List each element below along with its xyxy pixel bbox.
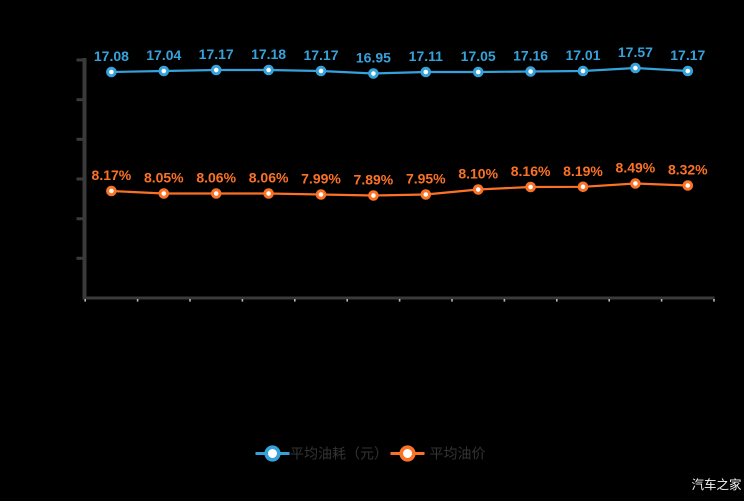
svg-text:8.05%: 8.05% [144,170,184,186]
svg-text:平均油价: 平均油价 [430,446,486,462]
svg-text:7.95%: 7.95% [406,171,446,187]
svg-text:8.17%: 8.17% [92,167,132,183]
svg-text:7.99%: 7.99% [301,171,341,187]
svg-text:17.17: 17.17 [670,47,705,63]
svg-text:8.16%: 8.16% [511,163,551,179]
svg-text:8.32%: 8.32% [668,162,708,178]
svg-text:8.06%: 8.06% [196,170,236,186]
svg-text:17.18: 17.18 [251,46,286,62]
svg-text:16.95: 16.95 [356,50,391,66]
svg-text:汽车之家: 汽车之家 [691,477,742,492]
svg-text:8.06%: 8.06% [249,170,289,186]
svg-text:平均油耗（元）: 平均油耗（元） [290,446,388,462]
svg-text:7.89%: 7.89% [354,172,394,188]
svg-text:17.05: 17.05 [461,48,496,64]
svg-text:17.57: 17.57 [618,44,653,60]
svg-text:8.19%: 8.19% [563,163,603,179]
svg-text:17.01: 17.01 [565,47,600,63]
svg-text:17.17: 17.17 [199,46,234,62]
svg-text:17.08: 17.08 [94,48,129,64]
svg-text:17.16: 17.16 [513,48,548,64]
svg-text:17.11: 17.11 [409,48,443,64]
svg-text:8.10%: 8.10% [458,166,498,182]
svg-text:17.17: 17.17 [303,47,338,63]
svg-text:17.04: 17.04 [146,47,181,63]
svg-text:8.49%: 8.49% [616,160,656,176]
